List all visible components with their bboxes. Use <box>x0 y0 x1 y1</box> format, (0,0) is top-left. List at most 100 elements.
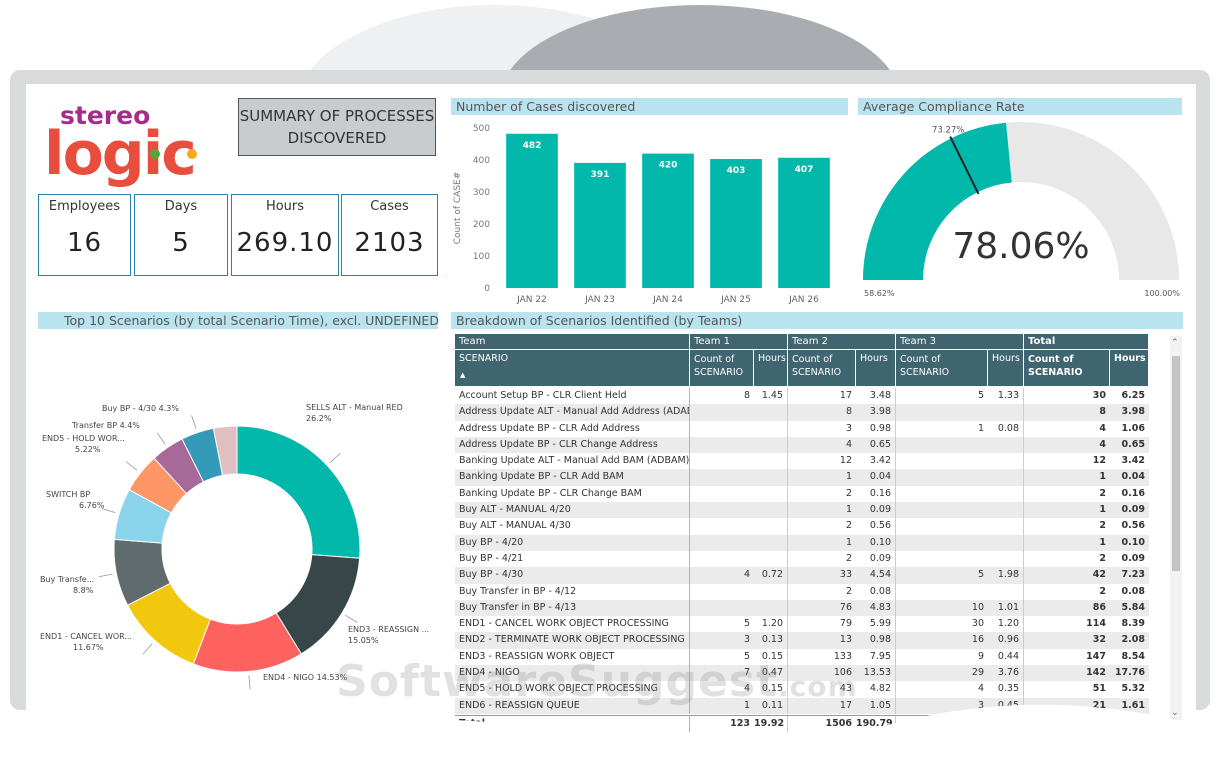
scenario-cell: Address Update ALT - Manual Add Address … <box>455 404 690 421</box>
value-cell <box>988 469 1024 486</box>
scenario-cell: Buy BP - 4/20 <box>455 534 690 551</box>
kpi-value: 269.10 <box>236 228 334 258</box>
value-cell: 2 <box>1099 585 1106 597</box>
table-row[interactable]: Buy BP - 4/30 4 0.72 33 4.54 5 1.98 42 7.23 <box>455 567 1149 584</box>
table-row[interactable]: END3 - REASSIGN WORK OBJECT 5 0.15 133 7.95 9… <box>455 648 1149 666</box>
summary-title-box: SUMMARY OF PROCESSES DISCOVERED <box>238 98 436 156</box>
value-cell <box>896 404 988 420</box>
bar-data-label: 482 <box>523 141 542 151</box>
value-cell: 5 <box>977 390 984 401</box>
table-row[interactable]: Buy ALT - MANUAL 4/20 1 0.09 1 0.09 <box>455 502 1149 519</box>
y-tick-label: 100 <box>473 252 490 262</box>
team2-header: Team 2 <box>788 334 896 349</box>
table-row[interactable]: Account Setup BP - CLR Client Held 8 1.45 1… <box>455 388 1149 405</box>
value-cell <box>988 583 1024 600</box>
table-row[interactable]: END5 - HOLD WORK OBJECT PROCESSING 4 0.15 4… <box>455 681 1149 698</box>
table-row[interactable]: Banking Update BP - CLR Change BAM 2 0.16 2… <box>455 485 1149 503</box>
table-row[interactable]: Banking Update BP - CLR Add BAM 1 0.04 1 0.0… <box>455 469 1149 486</box>
gauge-target-label: 73.27% <box>932 126 964 136</box>
table-row[interactable]: Address Update BP - CLR Change Address 4 0… <box>455 436 1149 454</box>
value-cell: 0.09 <box>1121 504 1145 516</box>
value-cell: 1.98 <box>988 567 1024 584</box>
scenario-header[interactable]: SCENARIO ▲ <box>455 350 690 386</box>
summary-title-line1: SUMMARY OF PROCESSES <box>239 107 435 125</box>
scroll-up-icon[interactable]: ⌃ <box>1171 338 1179 348</box>
y-tick-label: 400 <box>473 156 490 166</box>
table-scroll-thumb[interactable] <box>1172 356 1180 571</box>
value-cell: 4.82 <box>856 681 896 698</box>
value-cell <box>988 534 1024 551</box>
table-row[interactable]: Buy Transfer in BP - 4/13 76 4.83 10 1.01 86 5… <box>455 599 1149 617</box>
table-row[interactable]: Banking Update ALT - Manual Add BAM (ADB… <box>455 453 1149 470</box>
value-cell <box>690 437 754 453</box>
col-hours[interactable]: Hours <box>754 350 788 386</box>
value-cell: 1.20 <box>988 616 1024 633</box>
col-hours[interactable]: Hours <box>988 350 1024 386</box>
table-row[interactable]: Buy ALT - MANUAL 4/30 2 0.56 2 0.56 <box>455 518 1149 535</box>
value-cell: 106 <box>833 667 852 679</box>
value-cell: 5 <box>977 569 984 581</box>
value-cell: 5.84 <box>1121 601 1145 613</box>
value-cell: 2 <box>845 520 852 532</box>
table-row[interactable]: END4 - NIGO 7 0.47 106 13.53 29 3.76 142 17.76 <box>455 665 1149 682</box>
value-cell: 16 <box>971 634 984 646</box>
value-cell: 2 <box>845 585 852 597</box>
value-cell <box>896 518 988 534</box>
value-cell: 3.42 <box>1121 455 1145 467</box>
table-row[interactable]: Buy BP - 4/20 1 0.10 1 0.10 <box>455 534 1149 551</box>
value-cell: 0.35 <box>988 681 1024 698</box>
value-cell: 1.01 <box>988 599 1024 617</box>
scenario-cell: Banking Update BP - CLR Change BAM <box>455 485 690 503</box>
value-cell: 0.13 <box>754 632 788 649</box>
table-row[interactable]: END2 - TERMINATE WORK OBJECT PROCESSING 3… <box>455 632 1149 649</box>
value-cell: 1 <box>845 471 852 483</box>
value-cell: 5 <box>743 618 750 630</box>
bar-data-label: 420 <box>659 161 678 171</box>
col-hours[interactable]: Hours <box>856 350 896 386</box>
table-row[interactable]: END1 - CANCEL WORK OBJECT PROCESSING 5 1.2… <box>455 616 1149 633</box>
x-tick-label: JAN 22 <box>516 295 547 305</box>
value-cell: 0.10 <box>856 534 896 551</box>
value-cell: 0.16 <box>1121 487 1145 499</box>
value-cell <box>988 518 1024 535</box>
col-count[interactable]: Count of SCENARIO <box>788 350 856 386</box>
col-count[interactable]: Count of SCENARIO <box>896 350 988 386</box>
value-cell: 0.08 <box>1121 585 1145 597</box>
value-cell: 0.65 <box>856 436 896 454</box>
value-cell: 147 <box>1086 650 1106 662</box>
value-cell: 0.08 <box>988 420 1024 437</box>
value-cell <box>754 534 788 551</box>
table-row[interactable]: Address Update ALT - Manual Add Address … <box>455 404 1149 421</box>
scroll-down-icon[interactable]: ⌄ <box>1171 708 1179 718</box>
value-cell: 8.39 <box>1121 618 1145 630</box>
table-row[interactable]: Address Update BP - CLR Add Address 3 0.98… <box>455 420 1149 437</box>
donut-pct-label: 6.76% <box>79 501 105 510</box>
col-count[interactable]: Count of SCENARIO <box>690 350 754 386</box>
col-total-hours[interactable]: Hours <box>1110 350 1149 386</box>
value-cell: 76 <box>839 601 852 613</box>
table-row[interactable]: Buy Transfer in BP - 4/12 2 0.08 2 0.08 <box>455 583 1149 600</box>
value-cell: 2 <box>845 552 852 564</box>
kpi-label: Employees <box>48 199 121 214</box>
team1-header: Team 1 <box>690 334 788 349</box>
value-cell: 2 <box>1099 520 1106 532</box>
table-row[interactable]: Buy BP - 4/21 2 0.09 2 0.09 <box>455 550 1149 568</box>
value-cell: 1.06 <box>1121 422 1145 434</box>
bar <box>778 157 830 288</box>
value-cell: 1 <box>1099 471 1106 483</box>
col-total-count[interactable]: Count of SCENARIO <box>1024 350 1110 386</box>
donut-slice <box>236 425 361 559</box>
y-tick-label: 0 <box>484 284 490 294</box>
donut-pct-label: 8.8% <box>73 586 94 595</box>
value-cell <box>988 502 1024 519</box>
value-cell: 0.09 <box>1121 552 1145 564</box>
donut-pct-label: 11.67% <box>73 643 104 652</box>
donut-leader-line <box>98 573 113 578</box>
sort-asc-icon[interactable]: ▲ <box>460 371 466 379</box>
y-tick-label: 500 <box>473 124 490 134</box>
value-cell <box>690 535 754 551</box>
scenarios-donut-chart: SELLS ALT - Manual RED 26.2% END3 - REASSI… <box>40 403 429 690</box>
value-cell: 86 <box>1092 601 1106 613</box>
bar <box>574 162 626 288</box>
scenario-cell: Buy Transfer in BP - 4/13 <box>455 599 690 617</box>
